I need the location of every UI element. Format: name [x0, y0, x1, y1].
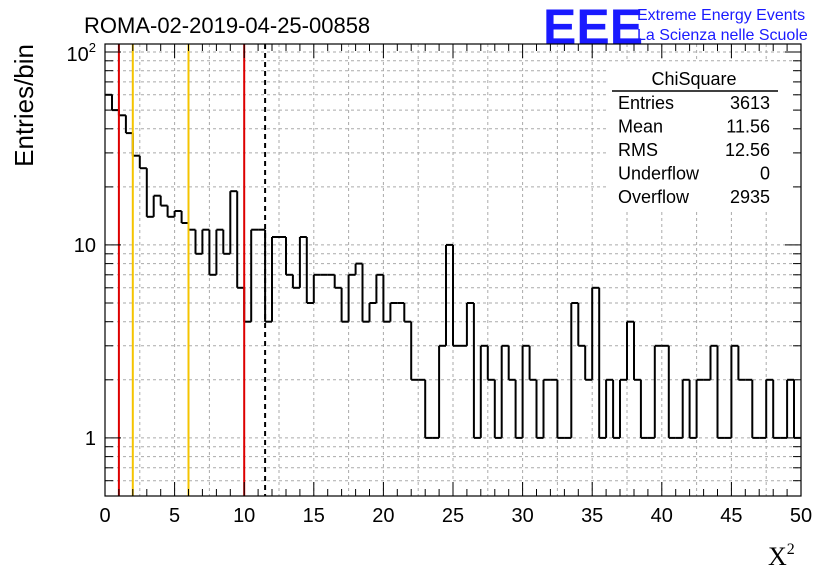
stats-title: ChiSquare: [651, 69, 736, 89]
x-tick-label: 5: [169, 505, 180, 527]
stats-row-label: RMS: [618, 140, 658, 160]
stats-row-label: Entries: [618, 93, 674, 113]
chart-title: ROMA-02-2019-04-25-00858: [84, 13, 370, 38]
x-tick-label: 50: [790, 505, 812, 527]
x-axis-label-main: X: [768, 542, 787, 571]
stats-row-label: Mean: [618, 117, 663, 137]
x-tick-label: 0: [99, 505, 110, 527]
stats-row-label: Overflow: [618, 187, 690, 207]
stats-row-value: 0: [760, 164, 770, 184]
x-tick-label: 15: [303, 505, 325, 527]
x-tick-label: 40: [651, 505, 673, 527]
x-axis-label: X2: [768, 541, 795, 571]
stats-box-background: [608, 62, 792, 212]
y-tick-label: 10: [74, 235, 96, 257]
histogram-bars: [105, 93, 801, 439]
logo-letters: EEE: [543, 0, 643, 55]
logo-line2: La Scienza nelle Scuole: [637, 27, 808, 44]
eee-logo: EEE Extreme Energy Events La Scienza nel…: [543, 0, 808, 55]
x-tick-label: 10: [233, 505, 255, 527]
x-tick-label: 20: [372, 505, 394, 527]
y-tick-label: 102: [67, 40, 96, 66]
stats-row-value: 2935: [730, 187, 770, 207]
x-tick-label: 30: [511, 505, 533, 527]
x-tick-label: 45: [720, 505, 742, 527]
x-tick-label: 35: [581, 505, 603, 527]
stats-row-value: 11.56: [726, 117, 770, 137]
stats-row-value: 12.56: [725, 140, 770, 160]
stats-row-label: Underflow: [618, 164, 700, 184]
stats-rows: Entries 3613 Mean 11.56 RMS 12.56 Underflow 0 Ov…: [618, 93, 770, 207]
logo-line1: Extreme Energy Events: [637, 7, 805, 24]
y-tick-label-main: 1: [85, 428, 96, 450]
stats-box: ChiSquare Entries 3613 Mean 11.56 RMS 12.56 Un…: [608, 62, 792, 212]
y-tick-label-main: 10: [74, 235, 96, 257]
x-tick-label: 25: [442, 505, 464, 527]
y-tick-label: 1: [85, 428, 96, 450]
stats-row-value: 3613: [730, 93, 770, 113]
y-tick-label-main: 10: [67, 44, 89, 66]
axis-ticks: [104, 44, 802, 496]
y-tick-label-sup: 2: [89, 40, 96, 55]
y-axis-label: Entries/bin: [9, 44, 39, 167]
x-tick-labels: 0 5 10 15 20 25 30 35 40 45 50: [99, 505, 812, 527]
x-axis-label-sup: 2: [787, 541, 795, 558]
threshold-lines: [117, 44, 267, 496]
